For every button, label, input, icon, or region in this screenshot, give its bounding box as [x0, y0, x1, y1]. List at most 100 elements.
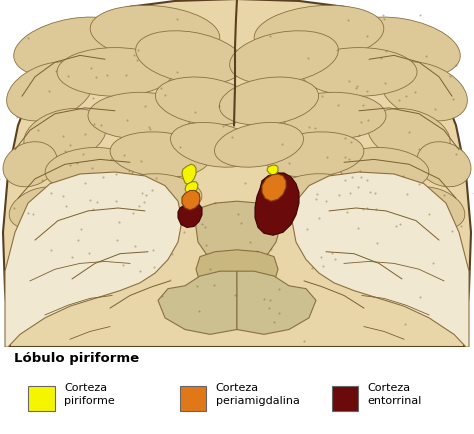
Point — [275, 310, 283, 317]
Point — [192, 376, 200, 383]
Point — [74, 237, 82, 244]
Point — [62, 203, 69, 210]
Point — [265, 200, 273, 207]
Point — [66, 142, 74, 149]
Point — [396, 221, 404, 228]
Point — [64, 73, 72, 80]
Point — [307, 356, 314, 363]
Point — [81, 131, 89, 138]
Point — [309, 264, 316, 271]
Point — [261, 212, 269, 219]
Point — [149, 247, 157, 254]
Polygon shape — [195, 202, 280, 265]
Text: Lóbulo piriforme: Lóbulo piriforme — [14, 352, 139, 365]
Point — [45, 89, 53, 95]
Point — [241, 180, 248, 187]
Point — [93, 199, 101, 206]
Text: Corteza
periamigdalina: Corteza periamigdalina — [216, 382, 300, 405]
Point — [161, 92, 169, 99]
Point — [395, 97, 402, 104]
Point — [142, 103, 149, 110]
FancyBboxPatch shape — [180, 387, 206, 411]
Point — [237, 220, 245, 227]
Ellipse shape — [45, 148, 135, 191]
Point — [267, 246, 274, 253]
Point — [166, 277, 174, 284]
Point — [100, 174, 107, 181]
Point — [364, 89, 371, 95]
Ellipse shape — [215, 123, 303, 168]
Point — [98, 122, 105, 129]
Point — [90, 206, 97, 213]
Point — [266, 297, 273, 304]
Polygon shape — [3, 0, 471, 347]
Point — [198, 221, 206, 228]
Point — [25, 210, 32, 217]
Point — [193, 283, 201, 290]
Ellipse shape — [136, 32, 245, 85]
Point — [73, 160, 81, 167]
Point — [47, 191, 55, 197]
Point — [122, 72, 130, 79]
Point — [231, 292, 239, 299]
Point — [311, 125, 319, 132]
Point — [312, 197, 320, 204]
Point — [278, 141, 285, 148]
Ellipse shape — [14, 18, 137, 79]
Point — [315, 215, 322, 222]
Point — [266, 34, 273, 41]
Point — [228, 134, 236, 141]
Polygon shape — [158, 272, 237, 335]
Point — [359, 206, 366, 213]
Point — [386, 401, 394, 408]
Point — [416, 294, 423, 301]
Point — [304, 55, 312, 62]
Ellipse shape — [9, 187, 71, 230]
Point — [29, 211, 36, 218]
Point — [399, 173, 407, 180]
Point — [66, 162, 73, 169]
Point — [82, 180, 89, 187]
Point — [269, 175, 276, 182]
Point — [347, 139, 355, 146]
Ellipse shape — [57, 49, 173, 97]
Point — [379, 13, 386, 20]
Point — [152, 176, 159, 183]
Point — [402, 93, 410, 100]
Polygon shape — [255, 174, 299, 236]
Point — [341, 155, 349, 161]
Point — [341, 136, 348, 143]
Point — [341, 177, 349, 184]
Point — [303, 226, 311, 233]
Point — [357, 174, 365, 181]
Point — [146, 125, 153, 132]
Polygon shape — [292, 173, 469, 347]
Point — [373, 240, 381, 247]
Point — [323, 155, 331, 161]
Point — [355, 225, 362, 232]
Ellipse shape — [282, 93, 386, 140]
Point — [305, 125, 313, 132]
Point — [345, 157, 352, 164]
Point — [345, 79, 353, 85]
Point — [201, 224, 209, 231]
Point — [124, 118, 131, 125]
Point — [140, 199, 148, 206]
Point — [345, 18, 352, 25]
Point — [447, 74, 454, 81]
Point — [334, 102, 342, 109]
Point — [133, 57, 141, 64]
Point — [143, 192, 150, 199]
Ellipse shape — [301, 49, 417, 97]
Ellipse shape — [229, 32, 338, 85]
Point — [448, 227, 456, 234]
Point — [365, 118, 372, 125]
Ellipse shape — [3, 142, 57, 187]
Point — [431, 106, 439, 113]
Point — [355, 184, 362, 191]
Ellipse shape — [110, 132, 210, 178]
Point — [78, 227, 85, 233]
Point — [62, 148, 69, 155]
Point — [211, 200, 219, 207]
Point — [0, 176, 3, 183]
